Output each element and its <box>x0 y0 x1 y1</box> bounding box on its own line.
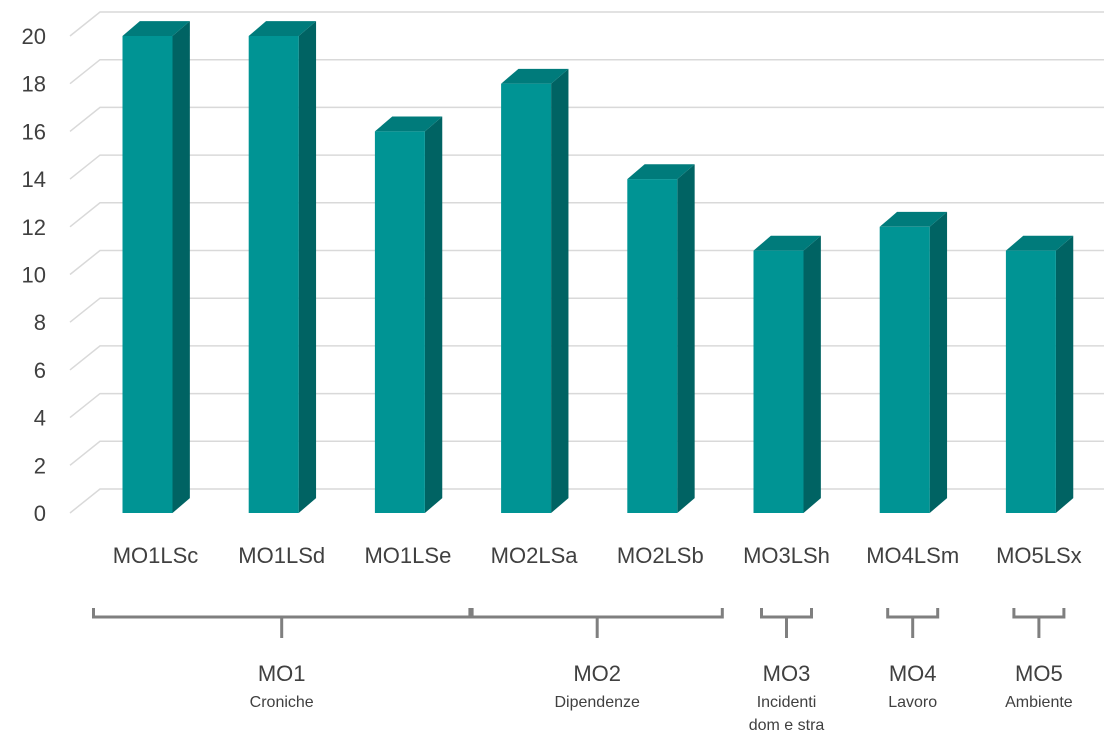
bar-side <box>677 164 695 513</box>
bar-front <box>753 250 804 513</box>
bar-side <box>803 235 821 513</box>
category-group: MO1 Croniche <box>92 608 472 711</box>
y-tick-label: 8 <box>34 310 46 335</box>
gridline <box>69 488 1104 514</box>
bars <box>122 21 1074 514</box>
gridline <box>69 392 1104 419</box>
y-tick-label: 16 <box>22 119 46 144</box>
bar <box>1005 235 1074 513</box>
group-subtitle: Ambiente <box>1005 694 1073 711</box>
bar-top <box>753 235 821 251</box>
bar-side <box>1055 235 1074 513</box>
group-subtitle: Incidenti <box>757 694 817 711</box>
bar-top <box>122 21 190 36</box>
group-bracket <box>92 608 472 638</box>
gridlines <box>69 11 1104 514</box>
bar-top <box>374 116 443 132</box>
bar-side <box>551 68 569 513</box>
x-category-label: MO4LSm <box>866 543 959 568</box>
gridline <box>69 345 1104 371</box>
bar-front <box>627 179 678 513</box>
bar-top <box>248 21 317 36</box>
bar-side <box>298 21 317 514</box>
bar-top <box>879 211 948 227</box>
bar <box>753 235 821 513</box>
group-title: MO4 <box>889 661 937 686</box>
category-group: MO5 Ambiente <box>1005 608 1073 711</box>
group-subtitle: Lavoro <box>888 694 937 711</box>
x-category-label: MO1LSc <box>113 543 199 568</box>
bar-side <box>424 116 443 514</box>
y-axis-ticks: 0 2 4 6 8 10 12 14 16 18 20 <box>22 24 46 526</box>
bar-top <box>501 68 569 84</box>
bar-top <box>1005 235 1074 251</box>
group-bracket <box>470 608 724 638</box>
category-groups: MO1 Croniche MO2 Dipendenze MO3 Incidenti dom … <box>92 608 1073 732</box>
y-tick-label: 6 <box>34 358 46 383</box>
y-tick-label: 4 <box>34 406 46 431</box>
category-group: MO3 Incidenti dom e stra <box>749 608 825 732</box>
y-tick-label: 2 <box>34 453 46 478</box>
gridline <box>69 154 1104 180</box>
bar-front <box>122 36 173 513</box>
gridline <box>69 297 1104 323</box>
gridline <box>69 202 1104 228</box>
group-bracket <box>886 608 940 638</box>
gridline <box>69 11 1104 37</box>
gridline <box>69 440 1104 466</box>
y-tick-label: 10 <box>22 263 46 288</box>
category-group: MO4 Lavoro <box>886 608 940 711</box>
y-tick-label: 14 <box>22 167 46 192</box>
bar-front <box>248 36 299 513</box>
bar-front <box>879 226 930 514</box>
x-category-label: MO2LSb <box>617 543 704 568</box>
group-subtitle: Croniche <box>250 694 314 711</box>
x-category-label: MO5LSx <box>996 543 1082 568</box>
bar <box>122 21 190 514</box>
bar-side <box>929 211 948 514</box>
bar <box>374 116 443 514</box>
y-tick-label: 20 <box>22 24 46 49</box>
x-category-label: MO1LSd <box>238 543 325 568</box>
x-category-label: MO1LSe <box>364 543 451 568</box>
group-title: MO5 <box>1015 661 1063 686</box>
bar-side <box>172 21 190 514</box>
bar <box>501 68 569 513</box>
bar-front <box>501 83 552 513</box>
group-subtitle: Dipendenze <box>554 694 640 711</box>
bar-top <box>627 164 695 180</box>
bar-front <box>374 131 425 513</box>
gridline <box>69 58 1104 85</box>
y-tick-label: 12 <box>22 215 46 240</box>
gridline <box>69 106 1104 132</box>
bar <box>248 21 317 514</box>
x-category-label: MO3LSh <box>743 543 830 568</box>
group-title: MO2 <box>573 661 621 686</box>
y-tick-label: 18 <box>22 72 46 97</box>
group-bracket <box>1012 608 1066 638</box>
x-axis-category-labels: MO1LSc MO1LSd MO1LSe MO2LSa MO2LSb MO3LSh MO4L… <box>113 543 1082 568</box>
x-category-label: MO2LSa <box>491 543 579 568</box>
y-tick-label: 0 <box>34 501 46 526</box>
bar <box>879 211 948 514</box>
group-title: MO1 <box>258 661 306 686</box>
group-bracket <box>760 608 813 638</box>
bar-front <box>1005 250 1056 513</box>
category-group: MO2 Dipendenze <box>470 608 724 711</box>
group-subtitle: dom e stra <box>749 717 825 732</box>
gridline <box>69 249 1104 276</box>
bar <box>627 164 695 513</box>
group-title: MO3 <box>763 661 811 686</box>
